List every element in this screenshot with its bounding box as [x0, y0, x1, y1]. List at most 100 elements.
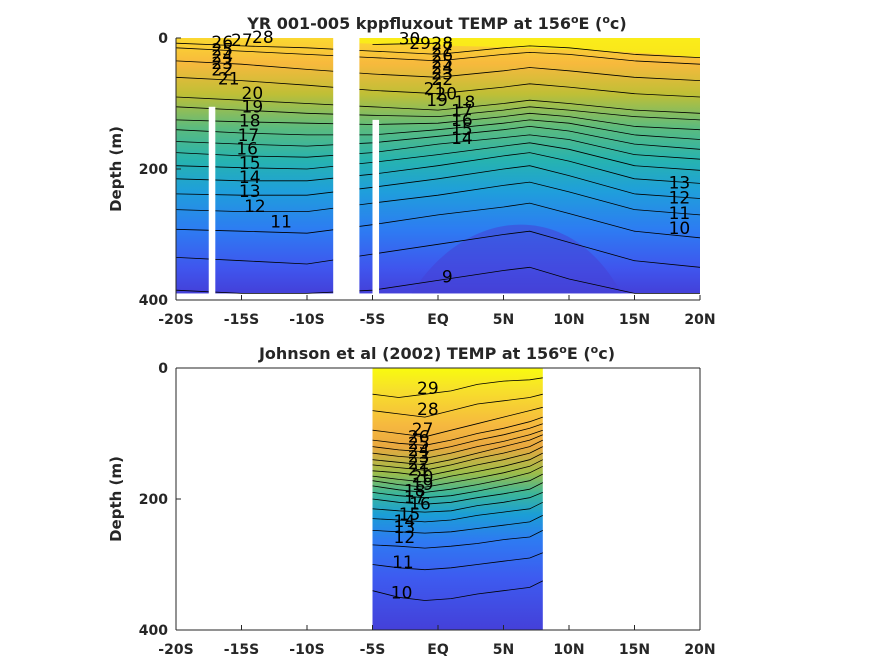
contour-label: 11 [669, 204, 691, 224]
contour-label: 27 [431, 39, 453, 59]
y-axis-label-bottom: Depth (m) [107, 456, 125, 542]
title-unit-superscript: o [591, 343, 599, 356]
contour-label: 15 [399, 505, 421, 525]
contour-13 [372, 515, 543, 534]
x-tick-label: 20N [684, 642, 715, 656]
contour-label: 22 [408, 454, 430, 474]
x-tick-label: -20S [158, 312, 193, 328]
x-tick-label: 15N [619, 642, 650, 656]
contour-label: 19 [426, 91, 448, 111]
x-tick-label: EQ [427, 642, 449, 656]
contour-label: 26 [408, 428, 430, 448]
contour-label: 25 [408, 434, 430, 454]
y-tick-label: 0 [158, 31, 168, 47]
contour-23 [175, 76, 701, 98]
title-unit-tail: c) [610, 14, 627, 33]
contour-label: 21 [218, 70, 240, 90]
contour-label: 28 [431, 34, 453, 54]
contour-label: 18 [404, 481, 426, 501]
contour-label: 16 [409, 495, 431, 515]
contour-27 [175, 47, 701, 65]
contour-13 [175, 165, 701, 199]
contour-label: 27 [412, 420, 434, 440]
x-tick-label: -10S [289, 642, 324, 656]
contour-29 [372, 377, 543, 398]
x-tick-label: 20N [684, 312, 715, 328]
contour-label: 15 [451, 120, 473, 140]
y-tick-label: 400 [139, 623, 168, 639]
chart-title-top: YR 001-005 kppfluxout TEMP at 156oE (oc) [246, 13, 626, 33]
contour-17 [175, 125, 701, 150]
contour-label: 19 [412, 475, 434, 495]
contour-label: 17 [451, 102, 473, 122]
x-tick-label: 5N [493, 312, 514, 328]
contour-label: 17 [404, 488, 426, 508]
y-tick-label: 400 [139, 293, 168, 309]
contour-label: 19 [242, 98, 264, 118]
contour-16 [175, 134, 701, 160]
contour-30 [372, 42, 439, 45]
x-tick-label: -10S [289, 312, 324, 328]
panel-top: YR 001-005 kppfluxout TEMP at 156oE (oc)… [107, 13, 716, 328]
x-tick-label: -20S [158, 642, 193, 656]
contour-label: 23 [211, 54, 233, 74]
y-tick-label: 200 [139, 162, 168, 178]
contour-label: 28 [252, 28, 274, 48]
contour-18 [175, 119, 701, 140]
contour-11 [372, 552, 543, 571]
data-gap-2 [333, 38, 360, 295]
contour-22 [372, 439, 543, 471]
panel-bottom: Johnson et al (2002) TEMP at 156oE (oc) … [107, 343, 716, 656]
contour-label: 21 [424, 79, 446, 99]
contour-label: 12 [394, 528, 416, 548]
contour-15 [175, 142, 701, 171]
contour-label: 29 [417, 379, 439, 399]
title-unit-superscript: o [602, 13, 610, 26]
contour-label: 14 [451, 129, 473, 149]
chart-title-bottom: Johnson et al (2002) TEMP at 156oE (oc) [258, 343, 615, 363]
contour-27 [372, 406, 543, 438]
axes-bottom: -20S -15S -10S -5S EQ 5N 10N 15N 20N 0 200 400 [139, 361, 716, 656]
title-superscript: o [571, 13, 579, 26]
axes-top: -20S -15S -10S -5S EQ 5N 10N 15N 20N 0 200 400 [139, 31, 716, 328]
contour-12 [372, 530, 543, 549]
contour-19 [175, 112, 701, 131]
x-tick-label: EQ [427, 312, 449, 328]
plot-area-top: 2827262524232221201918171615141312113029… [175, 28, 701, 295]
contour-25 [372, 423, 543, 453]
title-text: Johnson et al (2002) TEMP at 156 [258, 344, 559, 363]
contour-label: 27 [231, 31, 253, 51]
contour-label: 22 [431, 70, 453, 90]
contour-label: 20 [435, 85, 457, 105]
contour-21 [372, 446, 543, 477]
warm-pool-shading [359, 38, 700, 58]
y-axis-label-top: Depth (m) [107, 126, 125, 212]
contour-16 [372, 482, 543, 505]
contour-label: 16 [451, 111, 473, 131]
contour-11 [175, 202, 701, 239]
x-tick-label: 5N [493, 642, 514, 656]
x-tick-label: -5S [360, 312, 386, 328]
contour-label: 17 [238, 126, 260, 146]
contour-20 [175, 106, 701, 121]
contour-label: 20 [412, 468, 434, 488]
contour-label: 12 [669, 189, 691, 209]
contour-19 [372, 459, 543, 488]
contour-14 [175, 152, 701, 184]
contour-label: 23 [408, 447, 430, 467]
contour-label: 16 [236, 140, 258, 160]
contour-10 [372, 580, 543, 601]
contour-label: 24 [211, 47, 233, 67]
contour-9 [175, 266, 700, 294]
contour-label: 14 [239, 168, 261, 188]
contour-28 [175, 42, 701, 58]
contour-12 [175, 181, 701, 216]
contour-label: 9 [442, 267, 453, 287]
contour-label: 18 [454, 93, 476, 113]
contour-label: 24 [431, 58, 453, 78]
contour-label: 11 [392, 553, 414, 573]
contour-label: 25 [211, 41, 233, 61]
contour-14 [372, 501, 543, 523]
contour-20 [372, 452, 543, 483]
